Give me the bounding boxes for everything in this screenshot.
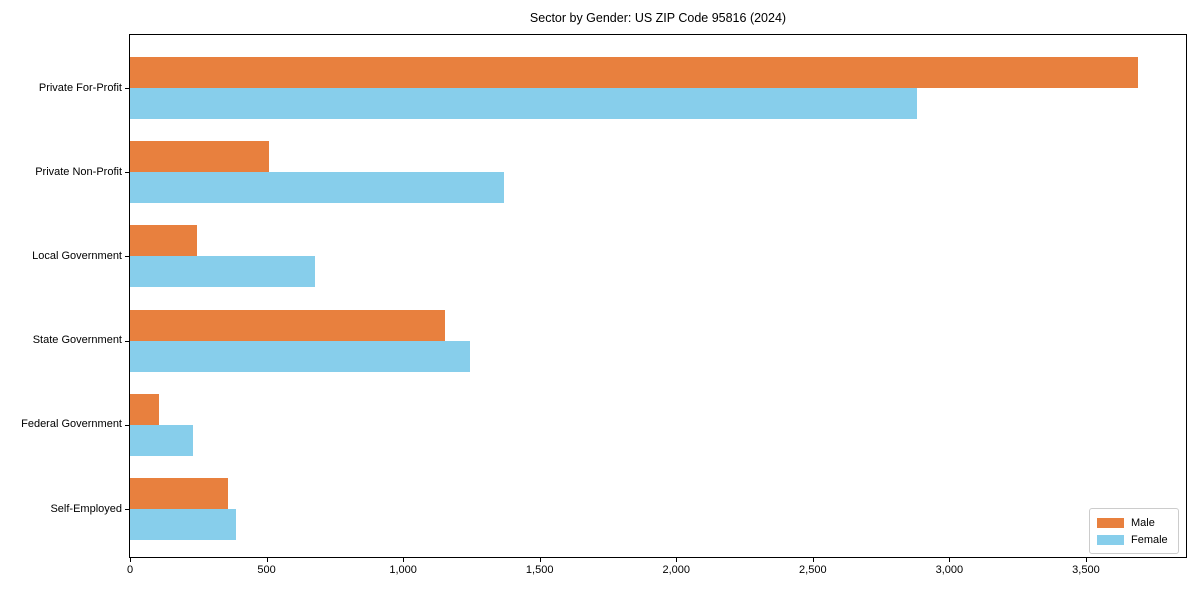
x-tick-mark-0 xyxy=(130,558,131,562)
bar-male-1 xyxy=(130,141,269,173)
x-tick-label-6: 3,000 xyxy=(935,564,964,576)
x-tick-label-5: 2,500 xyxy=(799,564,827,576)
chart-title: Sector by Gender: US ZIP Code 95816 (202… xyxy=(529,11,787,25)
x-tick-mark-4 xyxy=(676,558,678,562)
plot-area xyxy=(129,34,1187,558)
x-tick-mark-5 xyxy=(812,558,814,562)
x-tick-label-4: 2,000 xyxy=(662,564,691,576)
legend: Male Female xyxy=(1089,508,1179,554)
legend-label-female: Female xyxy=(1131,533,1168,546)
bar-male-4 xyxy=(130,393,159,425)
y-tick-mark-2 xyxy=(125,256,129,258)
x-tick-label-2: 1,000 xyxy=(389,564,417,576)
y-tick-mark-3 xyxy=(125,340,129,342)
x-tick-mark-1 xyxy=(266,558,268,562)
y-tick-mark-0 xyxy=(125,88,129,89)
bar-male-3 xyxy=(130,309,445,341)
y-tick-mark-4 xyxy=(125,424,129,426)
bar-female-5 xyxy=(130,509,236,540)
x-tick-mark-2 xyxy=(403,558,405,562)
y-axis-label-2: Local Government xyxy=(32,249,122,262)
legend-item-female: Female xyxy=(1097,534,1178,546)
y-axis-label-1: Private Non-Profit xyxy=(35,165,122,178)
bar-female-2 xyxy=(130,256,315,288)
legend-swatch-male xyxy=(1097,517,1124,528)
legend-swatch-female xyxy=(1097,534,1124,545)
x-tick-mark-3 xyxy=(539,558,541,562)
bar-female-1 xyxy=(130,172,504,204)
legend-item-male: Male xyxy=(1097,517,1178,529)
bar-female-0 xyxy=(130,88,917,119)
y-tick-mark-5 xyxy=(125,509,129,510)
y-tick-mark-1 xyxy=(125,172,129,174)
bar-male-5 xyxy=(130,478,228,509)
y-axis-label-0: Private For-Profit xyxy=(38,81,122,94)
bar-male-0 xyxy=(130,57,1138,88)
y-axis-label-4: Federal Government xyxy=(21,418,122,431)
bar-male-2 xyxy=(130,225,197,257)
x-tick-mark-7 xyxy=(1085,558,1087,562)
bar-female-4 xyxy=(130,424,193,456)
bar-female-3 xyxy=(130,340,470,372)
x-tick-label-7: 3,500 xyxy=(1072,564,1100,576)
x-tick-label-3: 1,500 xyxy=(525,564,554,576)
legend-label-male: Male xyxy=(1131,516,1155,529)
x-tick-label-0: 0 xyxy=(126,564,134,576)
y-axis-label-3: State Government xyxy=(32,334,122,347)
x-tick-label-1: 500 xyxy=(257,564,276,576)
y-axis-label-5: Self-Employed xyxy=(50,502,122,515)
x-tick-mark-6 xyxy=(949,558,951,562)
